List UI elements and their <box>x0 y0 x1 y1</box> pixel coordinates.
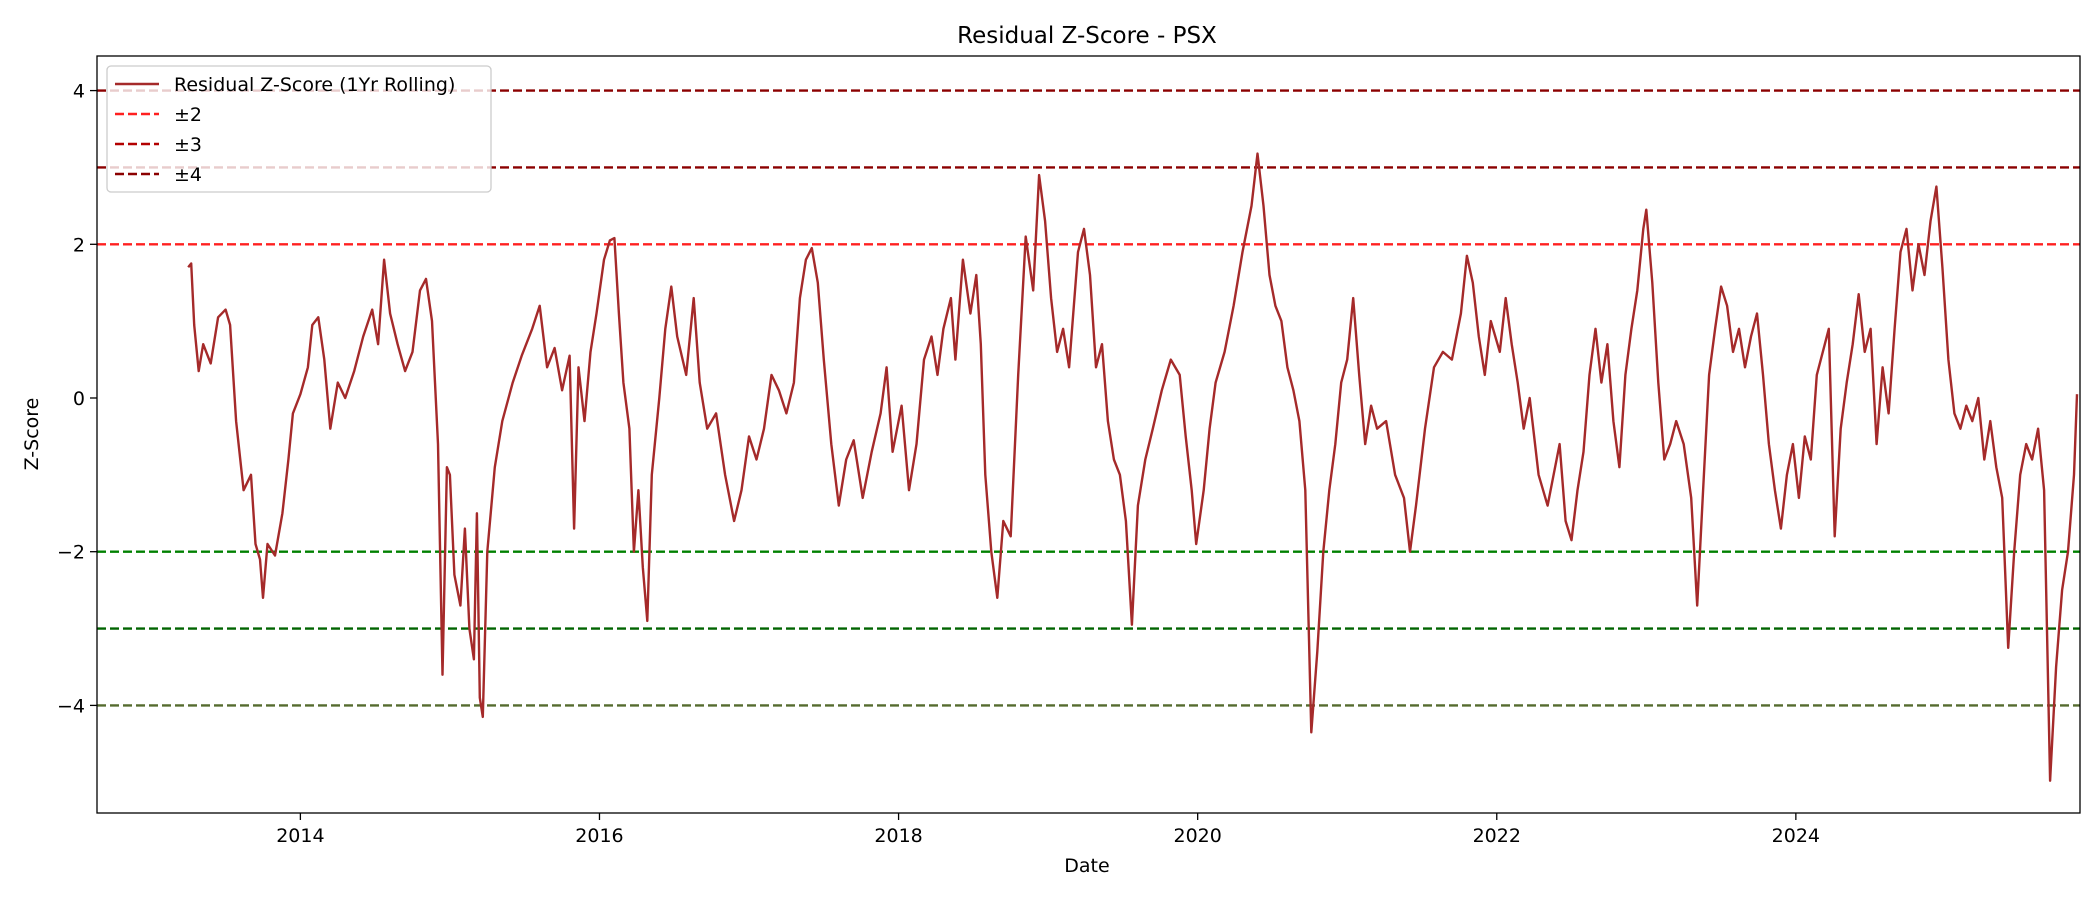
x-axis: 2014 2016 2018 2020 2022 2024 <box>276 813 1820 847</box>
x-axis-title: Date <box>1064 855 1109 877</box>
y-tick-label: 4 <box>73 81 85 103</box>
legend-label-pm4: ±4 <box>174 164 202 186</box>
legend-box <box>106 65 492 193</box>
y-tick-label: −4 <box>57 695 85 717</box>
series-line <box>187 152 2079 782</box>
legend-label-pm2: ±2 <box>174 104 202 126</box>
x-tick-label: 2016 <box>575 825 623 847</box>
legend: Residual Z-Score (1Yr Rolling) ±2 ±3 ±4 <box>106 65 492 193</box>
y-axis-title: Z-Score <box>21 398 43 471</box>
y-axis: −4 −2 0 2 4 <box>57 81 97 717</box>
y-tick-label: −2 <box>57 542 85 564</box>
plot-frame <box>96 55 2081 814</box>
x-tick-label: 2022 <box>1473 825 1521 847</box>
series-layer <box>187 152 2079 782</box>
legend-label-series: Residual Z-Score (1Yr Rolling) <box>174 74 455 96</box>
x-tick-label: 2014 <box>276 825 324 847</box>
y-tick-label: 0 <box>73 388 85 410</box>
x-tick-label: 2018 <box>874 825 922 847</box>
y-tick-label: 2 <box>73 234 85 256</box>
chart-title: Residual Z-Score - PSX <box>957 23 1217 49</box>
x-tick-label: 2024 <box>1772 825 1820 847</box>
legend-label-pm3: ±3 <box>174 134 202 156</box>
x-tick-label: 2020 <box>1173 825 1221 847</box>
